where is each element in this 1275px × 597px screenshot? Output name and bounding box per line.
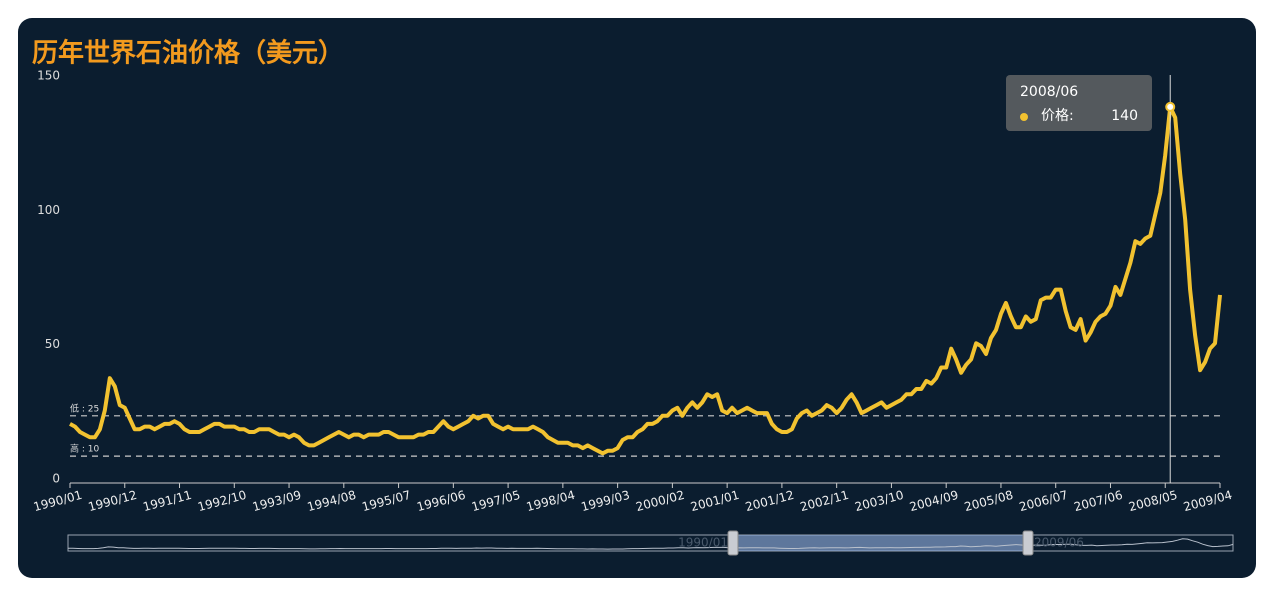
zoom-preview-line (67, 538, 1234, 550)
y-tick-label: 150 (37, 69, 60, 83)
zoom-end-label: 2009/06 (1034, 536, 1084, 550)
tooltip: 2008/06 价格: 140 (1006, 75, 1152, 131)
tooltip-label: 价格: (1041, 108, 1074, 124)
y-tick-label: 50 (45, 337, 60, 351)
tooltip-dot (1020, 113, 1028, 121)
tooltip-title: 2008/06 (1020, 84, 1078, 100)
zoom-track (67, 534, 1234, 552)
zoom-handle[interactable] (1022, 530, 1034, 556)
highlight-point (1165, 101, 1176, 112)
zoom-selection[interactable] (733, 535, 1028, 551)
tooltip-box (1006, 75, 1152, 131)
tooltip-value: 140 (1111, 108, 1138, 124)
zoom-start-label: 1990/01 (678, 536, 728, 550)
y-tick-label: 100 (37, 203, 60, 217)
mark-line-label: 低 : 25 (70, 402, 99, 414)
series-line (69, 104, 1222, 456)
y-tick-label: 0 (52, 472, 60, 486)
zoom-handle[interactable] (727, 530, 739, 556)
mark-line-label: 高 : 10 (70, 443, 99, 455)
chart-title: 历年世界石油价格（美元） (32, 38, 344, 69)
